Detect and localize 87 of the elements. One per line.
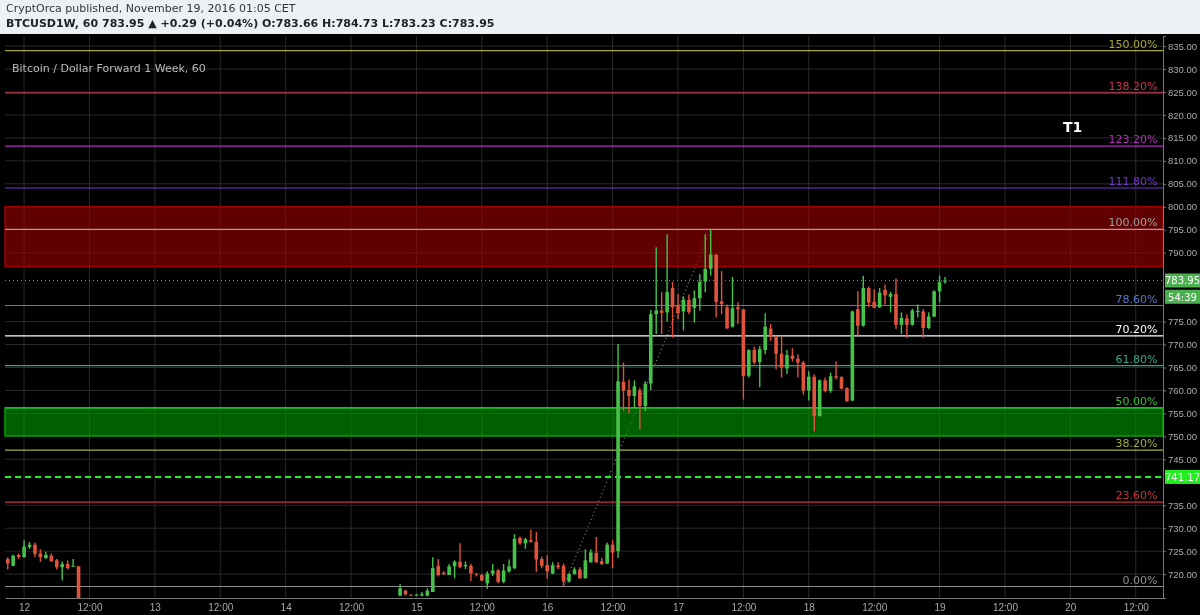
candlestick xyxy=(676,293,680,320)
annotation: 138.20% xyxy=(1108,79,1158,93)
candlestick xyxy=(785,349,789,375)
candlestick xyxy=(943,276,947,285)
y-tick-label: 825.00 xyxy=(1168,86,1198,98)
candlestick xyxy=(883,283,887,306)
candlestick xyxy=(687,293,691,315)
annotation: 61.80% xyxy=(1115,352,1158,366)
x-tick-label: 16 xyxy=(542,602,554,614)
x-tick-label: 18 xyxy=(803,602,816,614)
candlestick xyxy=(638,387,642,431)
annotation: 100.00% xyxy=(1108,216,1158,230)
candlestick xyxy=(796,353,800,379)
y-tick-label: 750.00 xyxy=(1168,430,1198,442)
candlestick xyxy=(856,290,860,337)
annotation: T1 xyxy=(1063,118,1083,135)
x-tick-label: 12:00 xyxy=(469,602,496,614)
candlestick xyxy=(834,360,838,381)
y-tick-label: 815.00 xyxy=(1168,132,1198,144)
candlestick xyxy=(905,313,909,339)
y-tick-label: 775.00 xyxy=(1168,316,1198,328)
y-tick-label: 725.00 xyxy=(1168,545,1198,557)
y-tick-label: 760.00 xyxy=(1168,385,1198,396)
candlestick xyxy=(627,378,631,414)
candlestick xyxy=(507,558,511,574)
annotation: 111.80% xyxy=(1108,174,1158,188)
candlestick xyxy=(806,370,811,402)
candlestick xyxy=(921,308,926,339)
candlestick xyxy=(888,291,893,314)
y-tick-label: 820.00 xyxy=(1168,109,1198,121)
y-tick-label: 765.00 xyxy=(1168,362,1198,374)
annotation: 38.20% xyxy=(1115,437,1158,451)
annotation: 78.60% xyxy=(1115,292,1158,306)
x-tick-label: 12 xyxy=(19,602,31,614)
x-tick-label: 20 xyxy=(1065,602,1077,614)
candlestick xyxy=(71,558,75,568)
annotation: 23.60% xyxy=(1115,489,1158,503)
y-tick-label: 745.00 xyxy=(1168,453,1198,465)
annotation: 150.00% xyxy=(1108,37,1158,51)
y-tick-label: 770.00 xyxy=(1168,339,1198,351)
x-tick-label: 14 xyxy=(280,602,293,614)
text: CryptOrca published, November 19, 2016 01:05 CET xyxy=(6,2,296,15)
candlestick xyxy=(719,270,724,315)
x-tick-label: 13 xyxy=(149,602,162,614)
candlestick xyxy=(458,542,462,569)
x-tick-label: 12:00 xyxy=(339,602,365,614)
annotation: 50.00% xyxy=(1115,394,1158,408)
x-tick-label: 12:00 xyxy=(992,602,1019,614)
ref-line-label: 741.17 xyxy=(1165,471,1200,483)
y-tick-label: 795.00 xyxy=(1168,224,1198,236)
candlestick xyxy=(698,273,702,312)
ref-line-label: 783.95 xyxy=(1165,275,1200,287)
x-tick-label: 12:00 xyxy=(600,602,627,614)
candlestick xyxy=(654,246,659,335)
y-tick-label: 835.00 xyxy=(1168,40,1198,52)
annotation: 0.00% xyxy=(1122,573,1158,587)
chart-subtitle: BTCUSD1W, 60 783.95 ▲ +0.29 (+0.04%) O:783.66 H:784.73 L:783.23 C:783.95 xyxy=(6,17,495,30)
x-tick-label: 12:00 xyxy=(77,602,103,614)
y-tick-label: 730.00 xyxy=(1168,522,1198,534)
x-tick-label: 19 xyxy=(934,602,947,614)
x-tick-label: 12:00 xyxy=(862,602,888,614)
x-tick-label: 12:00 xyxy=(208,602,234,614)
text: 54:39 xyxy=(1168,291,1197,303)
x-tick-label: 12:00 xyxy=(1123,602,1150,614)
annotation: 123.20% xyxy=(1108,133,1158,147)
y-tick-label: 735.00 xyxy=(1168,499,1198,511)
annotation: 70.20% xyxy=(1115,322,1158,336)
candlestick xyxy=(665,233,669,323)
x-tick-label: 17 xyxy=(672,602,685,614)
candlestick xyxy=(60,560,65,582)
y-tick-label: 810.00 xyxy=(1168,155,1198,167)
y-tick-label: 790.00 xyxy=(1168,247,1198,259)
candlestick xyxy=(774,335,778,371)
y-tick-label: 830.00 xyxy=(1168,63,1198,75)
x-tick-label: 12:00 xyxy=(731,602,757,614)
candlestick xyxy=(556,561,560,570)
text: Bitcoin / Dollar Forward 1 Week, 60 xyxy=(12,62,206,75)
y-tick-label: 720.00 xyxy=(1168,568,1198,580)
candlestick xyxy=(736,301,740,325)
candlestick xyxy=(430,556,435,593)
candlestick xyxy=(703,233,708,293)
y-tick-label: 805.00 xyxy=(1168,178,1198,190)
candlestick xyxy=(594,536,599,564)
y-tick-label: 755.00 xyxy=(1168,407,1198,419)
candlestick xyxy=(529,528,533,544)
x-tick-label: 15 xyxy=(411,602,423,614)
y-tick-label: 800.00 xyxy=(1168,201,1198,213)
